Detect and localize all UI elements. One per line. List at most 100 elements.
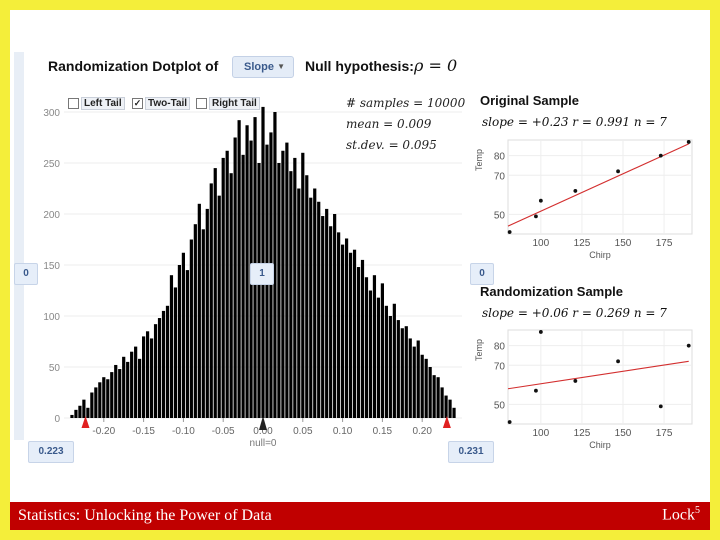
two-tail-label: Two-Tail — [145, 96, 191, 110]
dotplot-bar — [181, 252, 185, 418]
null-hypothesis-value: ρ = 0 — [414, 56, 458, 75]
null-hypothesis-label: Null hypothesis: — [305, 58, 414, 74]
x-tick-label: 0.00 — [253, 426, 273, 437]
dotplot-bar — [392, 303, 396, 418]
y-tick-label: 70 — [494, 171, 506, 182]
dotplot-bar — [424, 358, 428, 418]
dotplot-bar — [380, 283, 384, 418]
dotplot-bar — [321, 216, 325, 418]
y-tick-label: 50 — [494, 400, 506, 411]
dotplot-bar — [78, 405, 82, 418]
data-point — [507, 230, 512, 234]
original-sample-scatterplot: 100 125 150 175 50 70 80 Chirp Temp — [474, 139, 693, 260]
y-tick-label: 70 — [494, 361, 506, 372]
dotplot-bar — [420, 354, 424, 418]
y-tick-label: 250 — [43, 159, 60, 170]
dotplot-bar — [94, 387, 98, 418]
dotplot-bar — [225, 150, 229, 418]
data-point — [686, 140, 691, 144]
dotplot-bar — [317, 201, 321, 418]
dotplot-bar — [237, 120, 241, 418]
middle-count: 1 — [250, 263, 274, 285]
dotplot-bar — [213, 168, 217, 418]
dotplot-bar — [344, 238, 349, 418]
dotplot-bar — [396, 320, 400, 418]
left-tail-marker — [81, 416, 90, 428]
right-tail-label: Right Tail — [209, 96, 260, 110]
x-tick-label: 125 — [574, 428, 591, 439]
y-tick-label: 200 — [43, 210, 60, 221]
data-point — [538, 198, 543, 203]
dotplot-bar — [360, 259, 365, 418]
y-tick-label: 50 — [494, 210, 506, 221]
dotplot-bar — [126, 361, 130, 418]
left-tail-option[interactable]: Left Tail — [68, 96, 125, 110]
regression-line — [507, 360, 689, 390]
dotplot-bar — [448, 399, 452, 418]
dotplot-bar — [285, 142, 289, 418]
right-tail-option[interactable]: Right Tail — [196, 96, 260, 110]
data-point — [534, 388, 538, 393]
left-tail-value[interactable]: 0.223 — [28, 441, 74, 463]
footer-edition: 5 — [695, 505, 700, 516]
x-tick-label: 100 — [533, 238, 550, 249]
x-tick-label: 0.05 — [293, 426, 313, 437]
dotplot-bar — [114, 364, 118, 418]
footer-author-name: Lock — [662, 506, 695, 524]
dotplot-bar — [70, 414, 74, 418]
right-tail-count: 0 — [470, 263, 494, 285]
slide-footer: Statistics: Unlocking the Power of Data … — [10, 502, 710, 530]
x-tick-label: 100 — [533, 428, 550, 439]
y-tick-label: 0 — [54, 414, 60, 425]
x-tick-label: 125 — [574, 238, 591, 249]
left-tail-checkbox[interactable] — [68, 97, 79, 109]
two-tail-checkbox[interactable]: ✓ — [132, 97, 143, 109]
two-tail-option[interactable]: ✓ Two-Tail — [132, 96, 191, 110]
dotplot-bar — [153, 324, 158, 418]
dotplot-bar — [98, 382, 102, 418]
y-tick-label: 100 — [43, 312, 60, 323]
x-tick-label: -0.10 — [172, 426, 195, 437]
statistic-select[interactable]: Slope ▼ — [232, 56, 294, 78]
data-point — [573, 379, 578, 383]
dotplot-bar — [261, 106, 265, 419]
dotplot-bar — [233, 137, 237, 418]
y-tick-label: 150 — [43, 261, 60, 272]
data-point — [538, 330, 543, 334]
dotplot-bar — [364, 277, 369, 418]
x-tick-label: 0.15 — [373, 426, 393, 437]
dotplot-bar — [337, 232, 341, 418]
dotplot-bar — [86, 407, 90, 418]
dotplot-bar — [205, 208, 209, 418]
dotplot-bar — [138, 358, 142, 418]
x-axis-label: Chirp — [589, 440, 611, 450]
regression-line — [507, 143, 689, 227]
right-tail-checkbox[interactable] — [196, 97, 207, 109]
y-tick-label: 50 — [49, 363, 61, 374]
dotplot-bar — [404, 326, 408, 418]
dotplot-bar — [368, 290, 373, 418]
x-tick-label: 150 — [615, 238, 632, 249]
dotplot-bar — [301, 152, 305, 419]
data-point — [658, 153, 663, 158]
dotplot-bar — [217, 195, 221, 418]
dotplot-bar — [356, 267, 361, 418]
x-tick-label: -0.05 — [212, 426, 235, 437]
dotplot-bar — [201, 229, 205, 418]
dotplot-bar — [416, 340, 420, 418]
data-point — [686, 343, 691, 348]
dotplot-bar — [161, 310, 166, 418]
randomization-dotplot: 0 50 100 150 200 250 300 -0.20 -0.15 -0.10 -0.05 0.… — [43, 106, 462, 449]
footer-book-title: Statistics: Unlocking the Power of Data — [18, 507, 272, 524]
dotplot-bar — [313, 188, 317, 418]
right-tail-marker — [442, 416, 451, 428]
dotplot-bar — [130, 351, 134, 418]
right-tail-value[interactable]: 0.231 — [448, 441, 494, 463]
dotplot-bar — [309, 197, 313, 418]
dotplot-bar — [74, 409, 78, 418]
mean-value: mean = 0.009 — [346, 117, 432, 131]
y-tick-label: 80 — [494, 152, 506, 163]
dotplot-bar — [241, 154, 245, 418]
dotplot-bar — [221, 157, 225, 418]
footer-author: Lock5 — [662, 505, 700, 524]
